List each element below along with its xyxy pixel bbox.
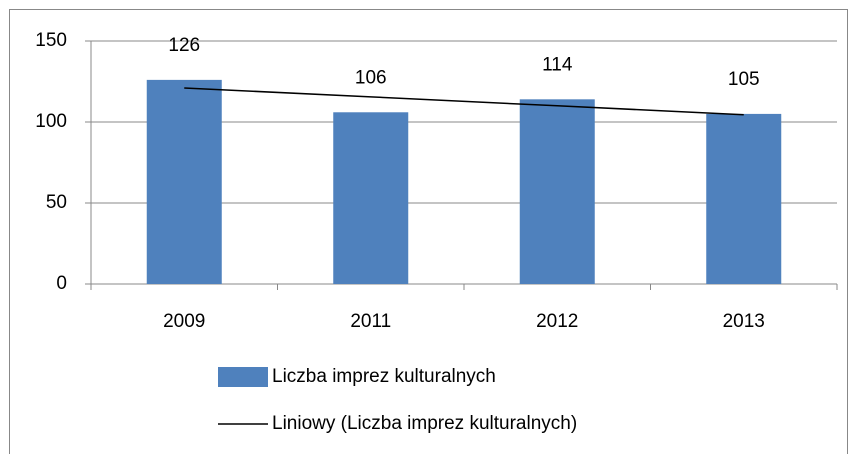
bar [519,99,595,284]
bar [146,79,222,284]
y-tick-label: 0 [56,273,67,294]
x-tick-label: 2013 [723,311,765,332]
y-tick-label: 100 [35,111,67,132]
trend-line [184,87,744,116]
bar [706,113,782,285]
bar [333,112,409,284]
y-tick-label: 50 [46,192,67,213]
x-tick-label: 2011 [350,311,391,332]
legend-label: Liniowy (Liczba imprez kulturalnych) [272,413,577,434]
y-tick-label: 150 [35,30,67,51]
data-label: 105 [728,69,760,90]
x-tick-label: 2009 [163,311,205,332]
x-tick-label: 2012 [536,311,578,332]
legend-label: Liczba imprez kulturalnych [272,366,496,387]
data-label: 126 [168,35,200,56]
data-label: 106 [355,67,387,88]
data-label: 114 [542,54,573,75]
legend-swatch [218,367,268,387]
